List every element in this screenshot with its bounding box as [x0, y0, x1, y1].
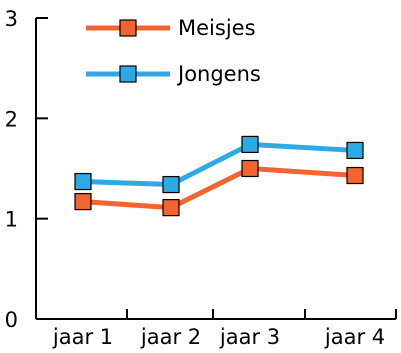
- y-tick-label: 1: [5, 208, 18, 232]
- y-tick-label: 0: [5, 308, 18, 332]
- x-tick-label: jaar 4: [324, 325, 385, 349]
- legend-item-jongens: Jongens: [86, 62, 261, 86]
- data-point-marker: [162, 199, 180, 217]
- legend: Meisjes Jongens: [86, 16, 261, 86]
- data-point-marker: [346, 166, 364, 185]
- x-tick-label: jaar 3: [219, 325, 280, 349]
- data-point-marker: [346, 141, 364, 160]
- data-point-marker: [162, 175, 180, 194]
- x-tick-label: jaar 2: [140, 325, 201, 349]
- data-point-marker: [241, 159, 259, 178]
- data-point-marker: [241, 135, 259, 154]
- x-tick-label: jaar 1: [52, 325, 113, 349]
- axes: [35, 18, 396, 320]
- y-tick-label: 2: [5, 107, 18, 131]
- legend-marker-swatch: [119, 65, 137, 83]
- legend-label: Jongens: [176, 62, 261, 86]
- series-line: [80, 166, 358, 211]
- y-tick-label: 3: [5, 7, 18, 31]
- legend-marker-swatch: [119, 19, 137, 37]
- series-meisjes: [74, 159, 364, 217]
- series-layer: [74, 135, 364, 217]
- series-line: [80, 141, 358, 188]
- series-jongens: [74, 135, 364, 194]
- x-axis-ticks: jaar 1 jaar 2 jaar 3 jaar 4: [52, 309, 397, 349]
- data-point-marker: [74, 172, 92, 191]
- legend-label: Meisjes: [178, 16, 256, 40]
- legend-item-meisjes: Meisjes: [86, 16, 256, 40]
- y-axis-ticks: 0 1 2 3: [5, 7, 48, 332]
- data-point-marker: [74, 193, 92, 211]
